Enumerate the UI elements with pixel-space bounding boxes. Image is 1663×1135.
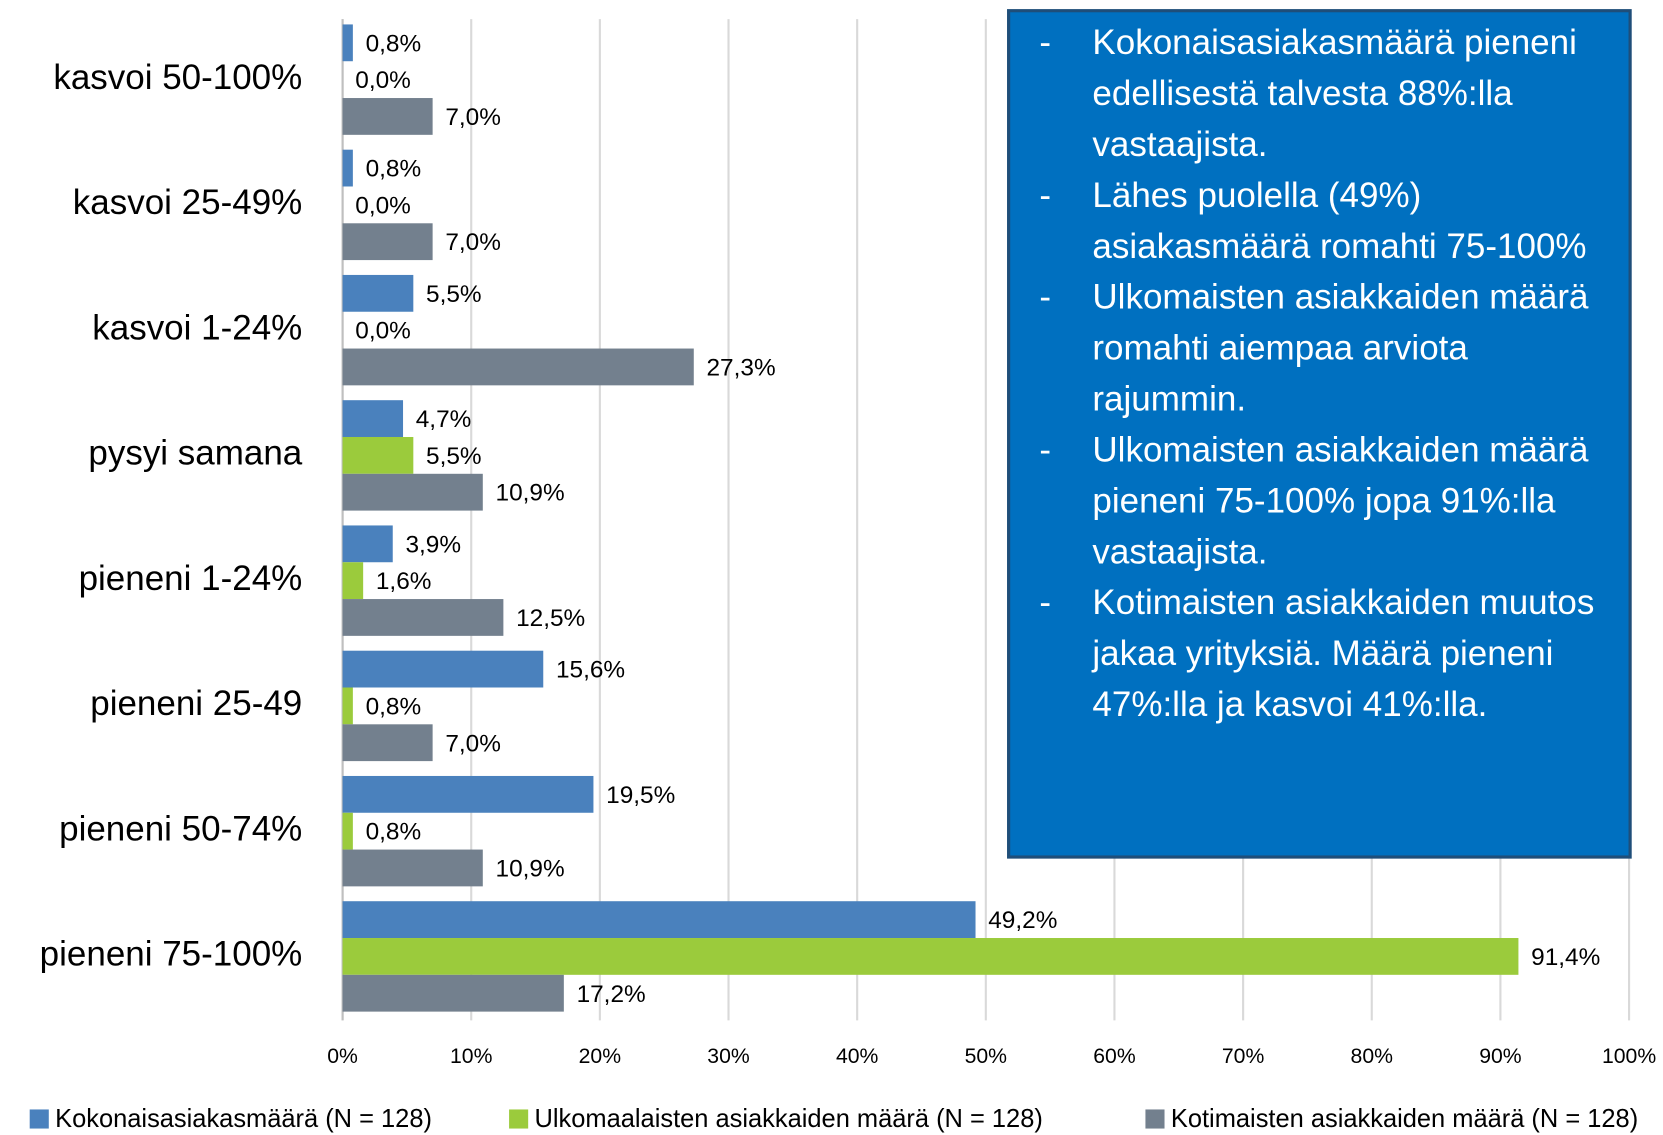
bar [342, 974, 564, 1012]
value-label: 91,4% [1531, 944, 1600, 971]
bar [342, 938, 1519, 975]
x-tick-label: 30% [707, 1045, 750, 1068]
annotation: Ulkomaisten asiakkaiden määrä romahti ai… [1010, 272, 1629, 425]
bar [342, 562, 364, 600]
value-label: 3,9% [405, 531, 461, 558]
annotation-area: Kokonaisasiakasmäärä pieneni edellisestä… [1010, 17, 1629, 855]
bar [342, 149, 353, 187]
x-tick-label: 50% [965, 1045, 1008, 1068]
y-tick-label: pieneni 75-100% [40, 935, 303, 974]
bar [342, 812, 353, 850]
x-tick-label: 80% [1351, 1045, 1394, 1068]
y-tick-label: pieneni 1-24% [79, 559, 303, 598]
value-label: 7,0% [445, 229, 501, 256]
value-label: 5,5% [426, 443, 482, 470]
bar [342, 436, 414, 474]
bar [342, 98, 433, 135]
bar [342, 687, 353, 725]
value-label: 7,0% [445, 730, 501, 757]
y-tick-label: kasvoi 1-24% [92, 308, 302, 347]
x-tick-label: 20% [579, 1045, 622, 1068]
value-label: 15,6% [556, 657, 625, 684]
annotation: Ulkomaisten asiakkaiden määrä pieneni 75… [1010, 424, 1629, 577]
bars: kasvoi 50-100% 0,8% 0,0% 7,0% kasvoi 25-49% 0… [40, 24, 1600, 1012]
y-tick-label: pysyi samana [88, 434, 302, 473]
legend-swatch [509, 1109, 529, 1129]
x-tick-label: 70% [1222, 1045, 1265, 1068]
legend-label: Kokonaisasiakasmäärä (N = 128) [55, 1105, 432, 1133]
bar [342, 775, 594, 813]
x-tick-label: 40% [836, 1045, 879, 1068]
legend-swatch [29, 1109, 49, 1129]
value-label: 19,5% [606, 782, 675, 809]
legend-label: Ulkomaalaisten asiakkaiden määrä (N = 12… [535, 1105, 1043, 1133]
bar [342, 274, 414, 312]
bar [342, 525, 393, 563]
annotation: Kokonaisasiakasmäärä pieneni edellisestä… [1010, 17, 1629, 170]
x-tick-label: 100% [1602, 1045, 1656, 1068]
value-label: 5,5% [426, 281, 482, 308]
value-label: 17,2% [577, 981, 646, 1008]
bar [342, 849, 483, 887]
bar [342, 901, 976, 939]
bar [342, 24, 353, 62]
x-tick-label: 90% [1479, 1045, 1522, 1068]
value-label: 0,8% [366, 819, 422, 846]
bar [342, 473, 483, 511]
bar [342, 400, 404, 437]
y-tick-label: pieneni 25-49 [90, 684, 302, 723]
value-label: 12,5% [516, 605, 585, 632]
value-label: 0,0% [355, 67, 411, 94]
annotation: Kotimaisten asiakkaiden muutos jakaa yri… [1010, 577, 1629, 730]
bar [342, 348, 694, 386]
annotation-list: Kokonaisasiakasmäärä pieneni edellisestä… [1010, 17, 1629, 730]
bar [342, 650, 544, 688]
value-label: 0,8% [366, 30, 422, 57]
value-label: 4,7% [416, 406, 472, 433]
value-label: 49,2% [988, 907, 1057, 934]
value-label: 0,0% [355, 192, 411, 219]
annotation: Lähes puolella (49%) asiakasmäärä romaht… [1010, 170, 1629, 272]
legend-label: Kotimaisten asiakkaiden määrä (N = 128) [1171, 1105, 1638, 1133]
legend-swatch [1145, 1109, 1165, 1129]
bar [342, 599, 504, 636]
value-label: 10,9% [496, 480, 565, 507]
value-label: 10,9% [496, 856, 565, 883]
y-tick-label: kasvoi 25-49% [73, 183, 302, 222]
value-label: 0,8% [366, 693, 422, 720]
y-tick-label: pieneni 50-74% [59, 809, 302, 848]
value-label: 7,0% [445, 104, 501, 131]
x-tick-label: 60% [1093, 1045, 1136, 1068]
annotation-text: Kokonaisasiakasmäärä pieneni edellisestä… [1010, 17, 1629, 730]
value-label: 0,8% [366, 156, 422, 183]
x-tick-label: 0% [327, 1045, 358, 1068]
value-label: 27,3% [707, 355, 776, 382]
value-label: 1,6% [376, 568, 432, 595]
bar [342, 223, 433, 261]
y-tick-label: kasvoi 50-100% [53, 58, 302, 97]
value-label: 0,0% [355, 318, 411, 345]
bar [342, 724, 433, 762]
x-tick-label: 10% [450, 1045, 493, 1068]
